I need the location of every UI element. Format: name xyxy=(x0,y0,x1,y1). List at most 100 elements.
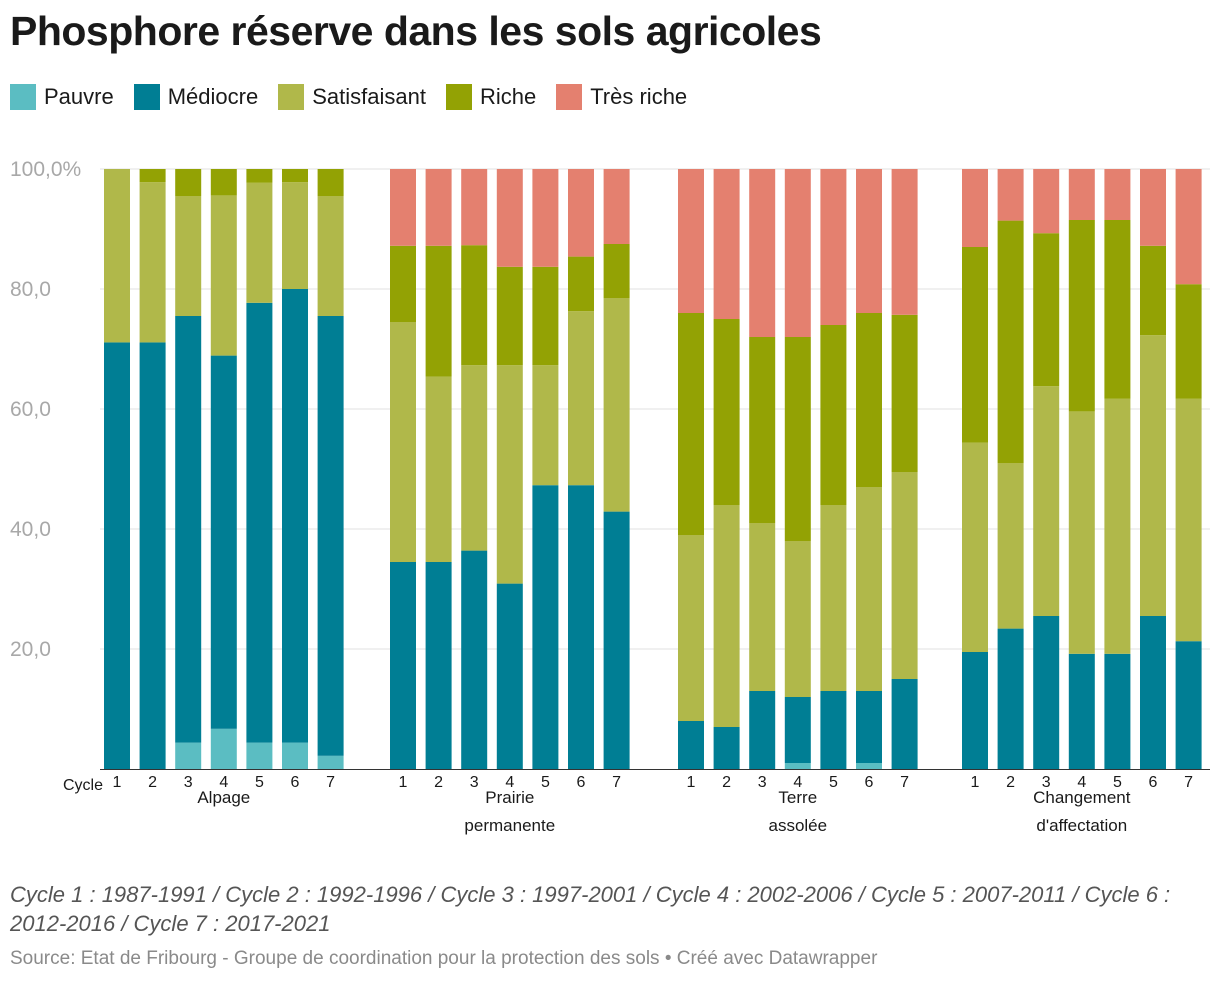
legend-item-riche: Riche xyxy=(445,84,537,110)
bar-segment xyxy=(1104,653,1131,769)
bar-segment xyxy=(1033,616,1060,769)
cycle-tick-label: 4 xyxy=(505,774,514,791)
bar-segment xyxy=(784,169,811,337)
bar-segment xyxy=(678,535,704,721)
legend-label: Très riche xyxy=(590,84,688,109)
bar-segment xyxy=(139,169,166,183)
bar-segment xyxy=(962,247,988,443)
bar-segment xyxy=(749,523,776,691)
cycle-tick-label: 4 xyxy=(219,774,228,791)
bar-segment xyxy=(568,485,594,769)
bar-segment xyxy=(210,195,237,356)
bar-segment xyxy=(1140,335,1166,616)
bar-segment xyxy=(962,442,988,652)
bar-segment xyxy=(749,337,776,523)
bar-segment xyxy=(139,342,166,769)
cycle-tick-label: 7 xyxy=(1184,774,1193,791)
cycle-tick-label: 2 xyxy=(722,774,731,791)
bar-segment xyxy=(317,755,344,769)
cycle-tick-label: 3 xyxy=(1042,774,1051,791)
bar-segment xyxy=(425,562,452,769)
bar-segment xyxy=(496,266,523,366)
cycle-note: Cycle 1 : 1987-1991 / Cycle 2 : 1992-199… xyxy=(10,882,1171,936)
bar-segment xyxy=(210,355,237,729)
group-label: Prairie xyxy=(485,788,534,807)
source-credit: Source: Etat de Fribourg - Groupe de coo… xyxy=(10,948,878,969)
bar-segment xyxy=(713,727,740,769)
bar-segment xyxy=(317,316,344,756)
bar-segment xyxy=(749,169,776,337)
y-tick-label: 40,0 xyxy=(10,518,51,541)
cycle-tick-label: 7 xyxy=(612,774,621,791)
bar-segment xyxy=(390,322,416,562)
bar-segment xyxy=(820,169,847,325)
legend: Pauvre Médiocre Satisfaisant Riche Très … xyxy=(10,84,707,110)
bar-segment xyxy=(997,220,1024,463)
bar-segment xyxy=(1175,169,1202,285)
cycle-tick-label: 3 xyxy=(184,774,193,791)
legend-swatch xyxy=(445,84,472,110)
bar-segment xyxy=(1068,653,1095,769)
stacked-bar-chart: 20,0 40,0 60,0 80,0 100,0% 1 2 3 4 5 6 7 Alpage 1 2 3 4 5… xyxy=(10,158,1210,835)
bar-segment xyxy=(713,505,740,727)
legend-swatch xyxy=(556,84,583,110)
bar-segment xyxy=(1140,169,1166,246)
bar-segment xyxy=(282,742,308,769)
bar-segment xyxy=(856,691,882,763)
bar-segment xyxy=(997,463,1024,629)
bar-segment xyxy=(820,325,847,505)
cycle-tick-label: 3 xyxy=(470,774,479,791)
bar-segment xyxy=(532,266,559,366)
group-label: permanente xyxy=(464,816,555,835)
y-tick-label: 80,0 xyxy=(10,278,51,301)
bar-segment xyxy=(603,244,630,298)
bar-segment xyxy=(1068,220,1095,412)
bar-segment xyxy=(678,721,704,769)
bar-segment xyxy=(820,505,847,691)
legend-label: Médiocre xyxy=(167,84,259,109)
cycle-tick-label: 1 xyxy=(971,774,980,791)
bar-segment xyxy=(1140,616,1166,769)
bar-segment xyxy=(496,583,523,769)
bar-segment xyxy=(532,365,559,486)
bar-segment xyxy=(1068,411,1095,654)
cycle-tick-label: 1 xyxy=(399,774,408,791)
cycle-tick-label: 2 xyxy=(434,774,443,791)
bar-segment xyxy=(856,169,882,313)
bar-segment xyxy=(603,169,630,244)
bar-segment xyxy=(1175,284,1202,399)
bar-segment xyxy=(246,742,273,769)
bar-segment xyxy=(603,298,630,512)
cycle-tick-label: 1 xyxy=(113,774,122,791)
legend-item-pauvre: Pauvre xyxy=(10,84,114,110)
bar-segment xyxy=(104,342,130,769)
cycle-tick-label: 4 xyxy=(793,774,802,791)
legend-item-tres-riche: Très riche xyxy=(556,84,687,110)
bar-segment xyxy=(749,691,776,769)
bar-segment xyxy=(461,245,488,366)
cycle-tick-label: 6 xyxy=(577,774,586,791)
bar-segment xyxy=(496,365,523,584)
legend-label: Riche xyxy=(479,84,537,109)
bar-segment xyxy=(425,245,452,377)
cycle-tick-label: 5 xyxy=(1113,774,1122,791)
bar-segment xyxy=(246,302,273,743)
bar-segment xyxy=(425,376,452,562)
bar-segment xyxy=(1140,245,1166,336)
group-label: assolée xyxy=(768,816,827,835)
bar-segment xyxy=(282,182,308,289)
bar-segment xyxy=(317,169,344,196)
bar-segment xyxy=(856,313,882,487)
bar-segment xyxy=(603,511,630,769)
legend-label: Satisfaisant xyxy=(312,84,426,109)
legend-item-mediocre: Médiocre xyxy=(133,84,259,110)
bar-segment xyxy=(282,289,308,743)
bar-segment xyxy=(390,169,416,246)
bar-segment xyxy=(175,196,202,316)
y-tick-label: 60,0 xyxy=(10,398,51,421)
bar-segment xyxy=(246,169,273,183)
cycle-tick-label: 6 xyxy=(1149,774,1158,791)
bar-segment xyxy=(175,169,202,196)
bar-segment xyxy=(784,763,811,769)
bar-segment xyxy=(532,485,559,769)
